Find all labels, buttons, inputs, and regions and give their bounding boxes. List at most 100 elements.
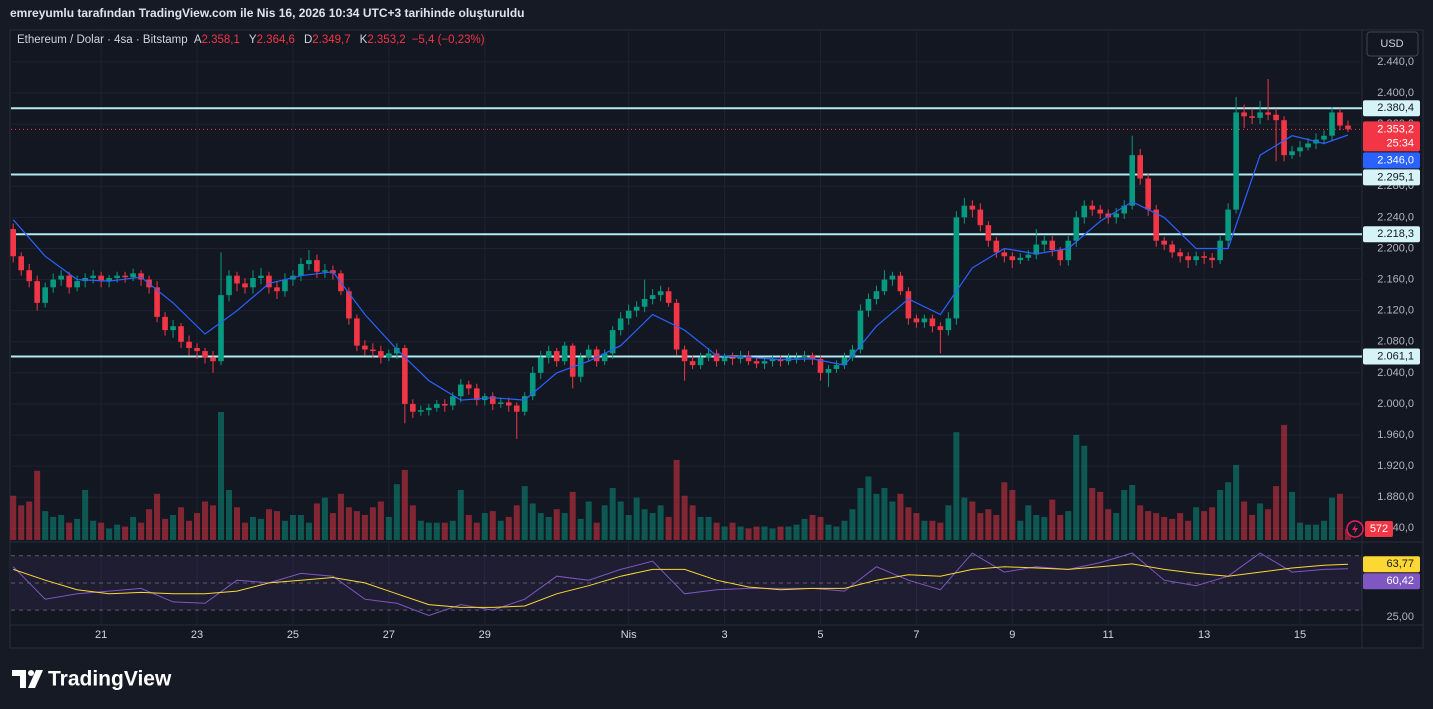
x-tick-label: 9: [1009, 629, 1015, 641]
candle-body: [370, 349, 376, 352]
volume-bar: [114, 524, 121, 540]
candle-body: [537, 357, 544, 373]
x-tick-label: 23: [191, 629, 203, 641]
level-label-box: [1363, 348, 1420, 365]
volume-bar: [1193, 507, 1200, 540]
candle-body: [921, 318, 928, 323]
volume-bar: [1337, 493, 1344, 540]
candle-body: [1129, 155, 1136, 206]
volume-bar: [1241, 501, 1248, 540]
candle-body: [681, 349, 688, 362]
brand: TradingView: [48, 668, 172, 691]
volume-bar: [561, 513, 568, 540]
volume-bar: [281, 520, 288, 540]
candle-body: [26, 270, 32, 282]
candle-body: [18, 256, 24, 271]
volume-bar: [146, 509, 153, 540]
candle-body: [1201, 256, 1207, 258]
y-tick-label: 2.080,0: [1377, 336, 1414, 348]
x-tick-label: 25: [287, 629, 299, 641]
candle-body: [553, 351, 560, 362]
volume-bar: [569, 491, 576, 540]
volume-bar: [1265, 509, 1272, 540]
volume-bar: [665, 516, 672, 540]
ohlc-key: A: [193, 34, 202, 46]
candle-body: [633, 306, 640, 311]
volume-bar: [993, 514, 1000, 540]
volume-bar: [785, 526, 792, 540]
volume-bar: [1113, 513, 1120, 540]
volume-bar: [1105, 509, 1112, 540]
volume-bar: [1345, 528, 1352, 540]
candle-body: [1081, 205, 1088, 218]
volume-bar: [385, 516, 392, 540]
volume-bar: [425, 522, 432, 540]
candle-body: [817, 358, 824, 373]
candle-body: [873, 291, 880, 299]
volume-bar: [521, 486, 528, 540]
candle-body: [729, 357, 736, 359]
candle-body: [457, 384, 464, 397]
volume-bar: [417, 520, 424, 540]
volume-bar: [409, 505, 416, 540]
y-tick-label: 2.200,0: [1377, 242, 1414, 254]
x-tick-label: 3: [722, 629, 728, 641]
y-tick-label: 2.120,0: [1377, 305, 1414, 317]
candle-body: [841, 357, 848, 366]
volume-bar: [769, 528, 776, 540]
volume-bar: [273, 511, 280, 540]
x-tick-label: 7: [913, 629, 919, 641]
candle-body: [1057, 250, 1064, 261]
candle-body: [1297, 147, 1303, 152]
candle-body: [1177, 252, 1183, 257]
candle-body: [969, 205, 976, 210]
volume-bar: [897, 493, 904, 540]
y-tick-label: 2.440,0: [1377, 56, 1414, 68]
currency-box[interactable]: [1366, 31, 1419, 57]
volume-bar: [649, 513, 656, 540]
volume-bar: [617, 501, 624, 540]
candle-body: [601, 353, 608, 362]
candle-body: [202, 351, 208, 358]
level-label-box: [1363, 100, 1420, 117]
volume-bar: [361, 514, 368, 540]
volume-bar: [529, 503, 536, 540]
volume-bar: [186, 520, 193, 540]
ohlc-value: 2.358,1: [201, 34, 240, 46]
volume-bar: [681, 495, 688, 540]
volume-bar: [1001, 482, 1008, 540]
volume-bar: [625, 514, 632, 540]
candle-body: [1121, 205, 1128, 214]
alert-icon: [1352, 523, 1358, 534]
volume-bar: [449, 520, 456, 540]
volume-bar: [985, 509, 992, 540]
volume-bar: [321, 497, 328, 540]
candle-body: [1033, 244, 1040, 255]
x-tick-label: 29: [479, 629, 491, 641]
volume-bar: [1305, 524, 1312, 540]
candle-body: [426, 407, 432, 411]
volume-bar: [58, 514, 65, 540]
candle-body: [90, 275, 96, 279]
volume-bar: [82, 489, 89, 540]
currency[interactable]: USD: [1380, 38, 1403, 50]
candle-body: [1329, 112, 1335, 136]
candle-body: [705, 353, 712, 358]
x-tick-label: 11: [1103, 629, 1114, 641]
candle-body: [1025, 254, 1032, 258]
volume-bar: [481, 513, 488, 540]
candle-body: [1193, 256, 1199, 261]
candle-body: [889, 275, 896, 280]
volume-bar: [793, 524, 800, 540]
volume-bar: [1313, 524, 1320, 540]
volume-bar: [497, 520, 504, 540]
volume-bar: [729, 522, 736, 540]
volume-bar: [377, 501, 384, 540]
volume-bar: [265, 509, 272, 540]
candle-body: [410, 403, 416, 412]
volume-bar: [1161, 516, 1168, 540]
volume-bar: [74, 518, 81, 540]
volume-bar: [553, 509, 560, 540]
candle-body: [306, 260, 312, 265]
candle-body: [713, 353, 720, 362]
